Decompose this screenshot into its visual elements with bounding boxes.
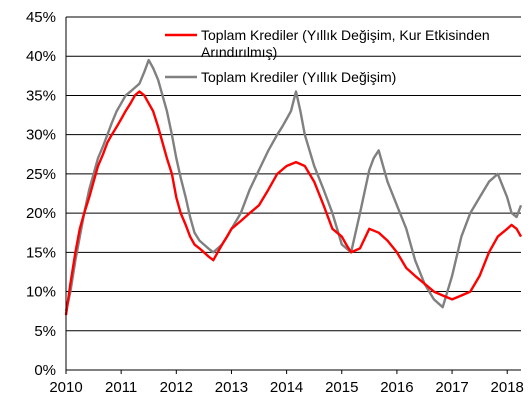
y-tick-label: 45% xyxy=(26,9,56,26)
x-tick-label: 2016 xyxy=(380,379,413,396)
y-tick-label: 20% xyxy=(26,205,56,222)
x-tick-labels: 2010 2011 2012 2013 2014 2015 2016 2017 2018 xyxy=(49,379,524,396)
x-tick-label: 2013 xyxy=(215,379,248,396)
x-tick-label: 2012 xyxy=(160,379,193,396)
x-tick-label: 2011 xyxy=(105,379,137,396)
x-tick-label: 2017 xyxy=(435,379,468,396)
series-lines xyxy=(64,58,523,316)
x-tick-label: 2014 xyxy=(270,379,303,396)
y-tick-label: 10% xyxy=(26,284,56,301)
series-line-1 xyxy=(64,58,523,312)
legend-label-2: Toplam Krediler (Yıllık Değişim) xyxy=(201,69,396,85)
x-tick-label: 2015 xyxy=(325,379,358,396)
y-tick-label: 30% xyxy=(26,127,56,144)
y-tick-label: 40% xyxy=(26,48,56,65)
y-tick-label: 25% xyxy=(26,166,56,183)
series-line-0 xyxy=(64,90,523,316)
x-tick-label: 2018 xyxy=(491,379,524,396)
legend-label-1-line2: Arındırılmış) xyxy=(201,44,277,60)
legend-label-1-line1: Toplam Krediler (Yıllık Değişim, Kur Etk… xyxy=(201,27,490,43)
y-tick-label: 15% xyxy=(26,244,56,261)
y-tick-label: 0% xyxy=(34,362,56,379)
y-tick-label: 5% xyxy=(34,323,56,340)
legend: Toplam Krediler (Yıllık Değişim, Kur Etk… xyxy=(165,27,490,85)
y-tick-label: 35% xyxy=(26,87,56,104)
x-tick-label: 2010 xyxy=(49,379,82,396)
y-tick-labels: 0% 5% 10% 15% 20% 25% 30% 35% 40% 45% xyxy=(26,9,56,379)
gridlines xyxy=(66,16,521,332)
axes xyxy=(65,17,521,374)
